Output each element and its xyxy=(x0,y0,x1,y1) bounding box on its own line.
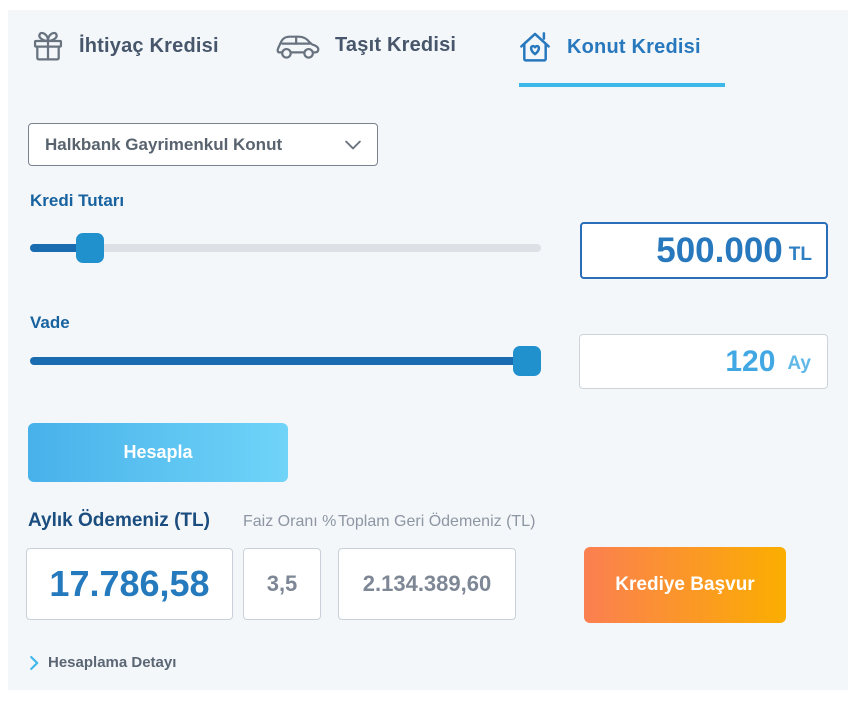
slider-track[interactable] xyxy=(30,244,541,252)
active-tab-underline xyxy=(519,83,725,87)
loan-amount-slider[interactable] xyxy=(30,228,541,268)
gift-icon xyxy=(30,28,66,64)
term-slider[interactable] xyxy=(30,341,542,381)
monthly-payment-value: 17.786,58 xyxy=(49,563,210,604)
slider-fill xyxy=(30,244,87,252)
term-field[interactable]: 120 Ay xyxy=(579,334,828,389)
term-unit: Ay xyxy=(787,352,811,374)
chevron-right-icon xyxy=(30,655,39,670)
slider-handle[interactable] xyxy=(513,346,542,376)
total-payment-label: Toplam Geri Ödemeniz (TL) xyxy=(338,513,536,530)
slider-fill xyxy=(30,357,524,365)
slider-handle[interactable] xyxy=(76,233,105,263)
apply-button[interactable]: Krediye Başvur xyxy=(584,547,786,623)
total-payment-value: 2.134.389,60 xyxy=(362,571,492,596)
chevron-down-icon xyxy=(345,140,361,150)
term-value: 120 xyxy=(725,344,776,378)
tab-tasit-kredisi[interactable]: Taşıt Kredisi xyxy=(274,28,456,62)
loan-amount-field[interactable]: 500.000 TL xyxy=(580,222,828,279)
monthly-payment-label: Aylık Ödemeniz (TL) xyxy=(28,510,210,531)
total-payment-box: 2.134.389,60 xyxy=(338,548,516,620)
tab-label: İhtiyaç Kredisi xyxy=(79,34,219,57)
loan-amount-unit: TL xyxy=(788,243,812,265)
calculation-detail-link[interactable]: Hesaplama Detayı xyxy=(30,654,176,671)
car-icon xyxy=(274,28,322,62)
detail-link-label: Hesaplama Detayı xyxy=(48,654,177,671)
calculator-panel: İhtiyaç Kredisi Taşıt Kredisi xyxy=(8,10,848,690)
loan-amount-label: Kredi Tutarı xyxy=(30,191,125,210)
tab-label: Konut Kredisi xyxy=(567,35,701,58)
interest-rate-label: Faiz Oranı % xyxy=(243,513,337,530)
monthly-payment-box: 17.786,58 xyxy=(26,548,233,620)
tab-label: Taşıt Kredisi xyxy=(335,33,457,56)
calculate-button[interactable]: Hesapla xyxy=(28,423,288,482)
house-heart-icon xyxy=(516,28,554,66)
tab-konut-kredisi[interactable]: Konut Kredisi xyxy=(516,28,701,66)
interest-rate-value: 3,5 xyxy=(266,571,298,596)
product-select[interactable]: Halkbank Gayrimenkul Konut xyxy=(28,123,378,166)
product-select-value: Halkbank Gayrimenkul Konut xyxy=(45,134,283,154)
term-label: Vade xyxy=(30,313,70,332)
loan-amount-value: 500.000 xyxy=(656,231,783,270)
interest-rate-box: 3,5 xyxy=(243,548,321,620)
tab-ihtiyac-kredisi[interactable]: İhtiyaç Kredisi xyxy=(30,28,219,64)
